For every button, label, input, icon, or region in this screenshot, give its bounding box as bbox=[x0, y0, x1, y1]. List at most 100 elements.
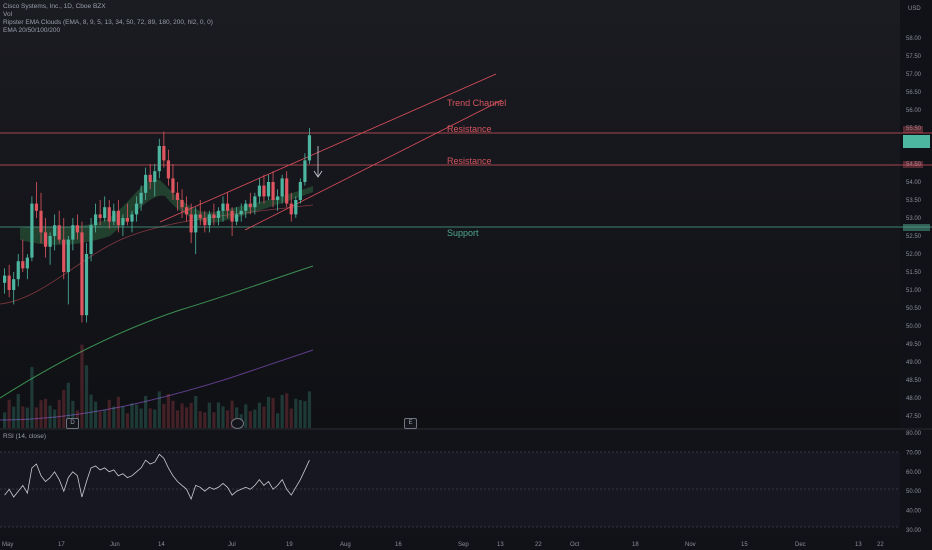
candle-body bbox=[235, 214, 239, 222]
event-marker-icon[interactable] bbox=[231, 418, 244, 429]
currency-label: USD bbox=[908, 6, 921, 12]
rsi-indicator-label[interactable]: RSI (14, close) bbox=[3, 433, 46, 440]
candle-body bbox=[289, 203, 293, 215]
symbol-title[interactable]: Cisco Systems, Inc., 1D, Cboe BZX bbox=[3, 3, 106, 10]
candle-body bbox=[253, 196, 257, 208]
volume-bar bbox=[116, 396, 120, 428]
volume-bar bbox=[107, 399, 111, 428]
volume-bar bbox=[16, 394, 20, 428]
candle-body bbox=[266, 182, 271, 197]
volume-bar bbox=[244, 404, 248, 428]
rsi-tick-label: 70.00 bbox=[906, 450, 922, 456]
candle-body bbox=[130, 214, 134, 222]
candle-body bbox=[21, 261, 25, 269]
volume-bar bbox=[276, 413, 280, 428]
volume-bar bbox=[7, 399, 11, 428]
volume-bar bbox=[289, 408, 293, 428]
ema-50-line bbox=[0, 265, 314, 399]
volume-bar bbox=[266, 396, 271, 428]
volume-bar bbox=[130, 403, 134, 428]
candle-body bbox=[207, 214, 211, 226]
candle-body bbox=[94, 214, 98, 226]
candle-body bbox=[3, 275, 7, 283]
candle-body bbox=[153, 171, 157, 182]
price-tick-label: 52.50 bbox=[906, 234, 922, 240]
ema-clouds-indicator-label[interactable]: Ripster EMA Clouds (EMA, 8, 9, 5, 13, 34… bbox=[3, 19, 213, 26]
price-tick-label: 52.00 bbox=[906, 252, 922, 258]
volume-bar bbox=[171, 400, 175, 428]
candle-body bbox=[216, 210, 221, 218]
ema-set-indicator-label[interactable]: EMA 20/50/100/200 bbox=[3, 27, 61, 34]
time-tick-label: 17 bbox=[58, 542, 65, 548]
time-tick-label: 15 bbox=[741, 542, 748, 548]
price-tick-label: 48.50 bbox=[906, 378, 922, 384]
candle-body bbox=[139, 192, 143, 204]
time-tick-label: Nov bbox=[685, 542, 696, 548]
volume-bar bbox=[144, 396, 148, 428]
candle-body bbox=[248, 203, 252, 208]
time-tick-label: Dec bbox=[795, 542, 806, 548]
ema-100-line bbox=[0, 349, 314, 421]
volume-bar bbox=[248, 411, 252, 428]
price-axis: 58.0057.5057.0056.5056.0055.5055.0054.50… bbox=[906, 36, 922, 420]
volume-bar bbox=[66, 382, 70, 428]
candle-body bbox=[39, 210, 43, 233]
candle-body bbox=[244, 203, 248, 211]
volume-bar bbox=[139, 408, 143, 428]
volume-bar bbox=[257, 402, 261, 428]
price-tick-label: 51.50 bbox=[906, 270, 922, 276]
volume-bar bbox=[84, 365, 89, 428]
volume-bar bbox=[21, 406, 25, 428]
volume-bar bbox=[39, 400, 43, 428]
candle-body bbox=[225, 203, 230, 211]
price-tick-label: 57.50 bbox=[906, 54, 922, 60]
time-tick-label: Jun bbox=[110, 542, 120, 548]
rsi-tick-label: 60.00 bbox=[906, 470, 922, 476]
candle-body bbox=[298, 182, 302, 200]
volume-bar bbox=[307, 391, 312, 428]
candle-body bbox=[80, 232, 84, 316]
volume-indicator-label[interactable]: Vol bbox=[3, 11, 13, 18]
volume-bar bbox=[298, 400, 302, 428]
dividend-marker[interactable]: D bbox=[66, 418, 79, 429]
candle-body bbox=[166, 160, 170, 179]
candles bbox=[3, 128, 312, 323]
candle-body bbox=[230, 210, 234, 222]
volume-bar bbox=[25, 407, 29, 428]
candle-body bbox=[107, 207, 111, 222]
volume-bar bbox=[12, 406, 16, 428]
volume-bar bbox=[125, 413, 130, 428]
candle-body bbox=[194, 214, 198, 233]
resistance-label-2: Resistance bbox=[447, 156, 492, 166]
price-tick-label: 50.00 bbox=[906, 324, 922, 330]
candle-body bbox=[162, 146, 166, 161]
rsi-tick-label: 50.00 bbox=[906, 489, 922, 495]
candle-body bbox=[239, 210, 243, 215]
candle-body bbox=[125, 218, 130, 222]
candle-body bbox=[71, 225, 75, 240]
candle-body bbox=[257, 185, 261, 197]
volume-bar bbox=[134, 404, 139, 428]
candle-body bbox=[57, 225, 61, 240]
volume-bar bbox=[303, 401, 307, 428]
candle-body bbox=[294, 200, 298, 215]
rsi-tick-label: 40.00 bbox=[906, 509, 922, 515]
volume-bar bbox=[103, 409, 107, 428]
earnings-marker[interactable]: E bbox=[404, 418, 417, 429]
resistance-label-1: Resistance bbox=[447, 124, 492, 134]
time-tick-label: 13 bbox=[855, 542, 862, 548]
volume-bar bbox=[198, 411, 202, 428]
time-tick-label: 18 bbox=[632, 542, 639, 548]
price-tick-label: 54.00 bbox=[906, 180, 922, 186]
candle-body bbox=[171, 178, 175, 193]
volume-bar bbox=[48, 405, 52, 428]
volume-bar bbox=[148, 408, 152, 428]
candle-body bbox=[66, 239, 70, 272]
candle-body bbox=[144, 174, 148, 193]
candle-body bbox=[75, 225, 79, 233]
time-tick-label: May bbox=[2, 542, 13, 548]
volume-bar bbox=[62, 389, 66, 428]
time-tick-label: 14 bbox=[158, 542, 165, 548]
down-arrow-head bbox=[313, 170, 323, 178]
